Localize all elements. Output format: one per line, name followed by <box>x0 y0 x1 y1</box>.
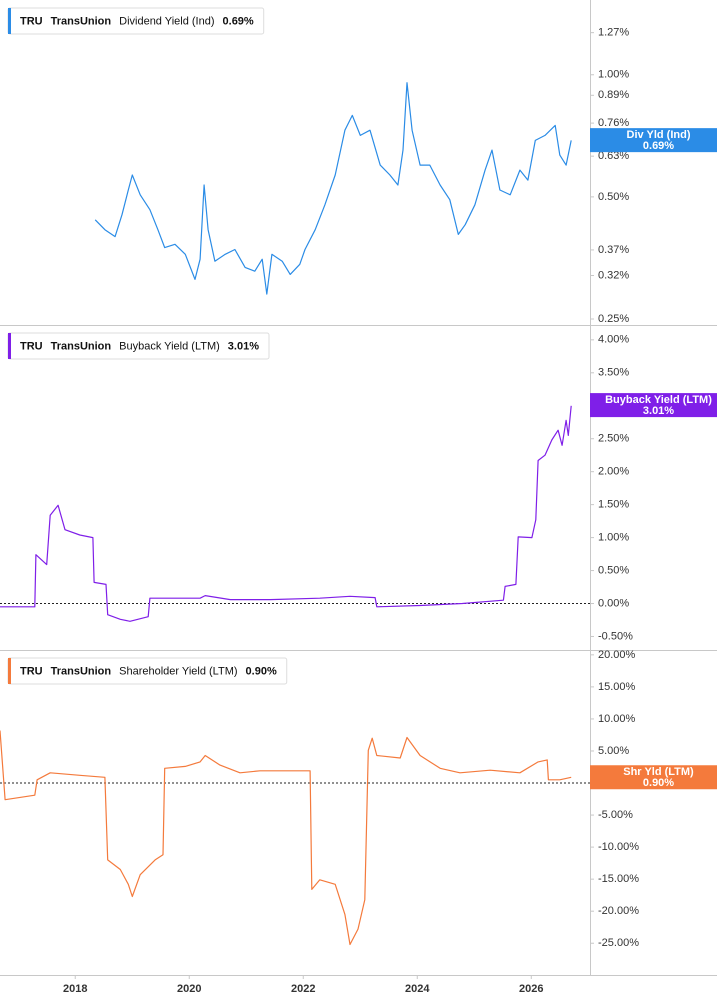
series-line <box>0 730 572 946</box>
series-line <box>94 82 572 295</box>
legend: TRU TransUnion Dividend Yield (Ind) 0.69% <box>7 7 265 35</box>
y-tick-label: 1.00% <box>598 532 629 544</box>
current-series-name: Buyback Yield (LTM) <box>605 394 712 406</box>
y-tick-label: 2.50% <box>598 433 629 445</box>
current-series-name: Div Yld (Ind) <box>627 129 691 141</box>
legend-swatch <box>8 8 11 34</box>
current-value-label: 3.01% <box>643 405 674 417</box>
x-tick-label: 2026 <box>519 983 543 995</box>
legend-value: 3.01% <box>228 340 259 352</box>
legend-value: 0.69% <box>223 15 254 27</box>
legend-series-name: Shareholder Yield (LTM) <box>119 665 237 677</box>
x-tick-label: 2024 <box>405 983 430 995</box>
legend: TRU TransUnion Shareholder Yield (LTM) 0.90… <box>7 657 288 685</box>
current-value-label: 0.90% <box>643 777 674 789</box>
legend-company: TransUnion <box>51 665 112 677</box>
y-tick-label: 0.63% <box>598 150 629 162</box>
legend-company: TransUnion <box>51 15 112 27</box>
legend-series-name: Dividend Yield (Ind) <box>119 15 214 27</box>
legend-swatch <box>8 333 11 359</box>
legend-company: TransUnion <box>51 340 112 352</box>
legend-series-name: Buyback Yield (LTM) <box>119 340 220 352</box>
y-tick-label: -15.00% <box>598 873 639 885</box>
legend-value: 0.90% <box>246 665 277 677</box>
y-tick-label: -10.00% <box>598 841 639 853</box>
y-tick-label: -20.00% <box>598 905 639 917</box>
y-tick-label: 1.50% <box>598 499 629 511</box>
y-tick-label: 4.00% <box>598 334 629 346</box>
y-tick-label: 20.00% <box>598 649 636 661</box>
legend-ticker: TRU <box>20 665 43 677</box>
y-tick-label: 3.50% <box>598 367 629 379</box>
current-value-label: 0.69% <box>643 140 674 152</box>
legend-ticker: TRU <box>20 15 43 27</box>
y-tick-label: 2.00% <box>598 466 629 478</box>
series-line <box>0 405 572 622</box>
y-tick-label: 0.89% <box>598 89 629 101</box>
legend: TRU TransUnion Buyback Yield (LTM) 3.01% <box>7 332 270 360</box>
y-tick-label: 10.00% <box>598 713 636 725</box>
y-tick-label: -0.50% <box>598 630 633 642</box>
y-tick-label: 0.76% <box>598 117 629 129</box>
x-tick-label: 2022 <box>291 983 315 995</box>
y-tick-label: 0.50% <box>598 564 629 576</box>
y-tick-label: 1.00% <box>598 69 629 81</box>
y-tick-label: 1.27% <box>598 27 629 39</box>
y-tick-label: 0.32% <box>598 269 629 281</box>
y-tick-label: 5.00% <box>598 745 629 757</box>
y-tick-label: 0.00% <box>598 597 629 609</box>
y-tick-label: -25.00% <box>598 937 639 949</box>
x-tick-label: 2020 <box>177 983 201 995</box>
x-tick-label: 2018 <box>63 983 87 995</box>
y-tick-label: 0.50% <box>598 191 629 203</box>
y-tick-label: -5.00% <box>598 809 633 821</box>
y-tick-label: 0.25% <box>598 313 629 325</box>
legend-ticker: TRU <box>20 340 43 352</box>
legend-swatch <box>8 658 11 684</box>
y-tick-label: 15.00% <box>598 681 636 693</box>
current-value-badge <box>590 128 717 153</box>
current-series-name: Shr Yld (LTM) <box>623 766 694 778</box>
current-value-badge <box>590 393 717 418</box>
y-tick-label: 0.37% <box>598 244 629 256</box>
current-value-badge <box>590 765 717 790</box>
